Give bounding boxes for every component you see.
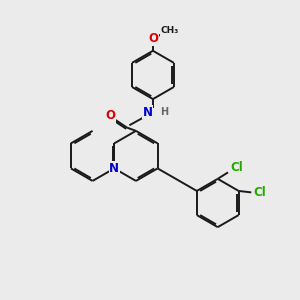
Text: O: O <box>106 109 116 122</box>
Text: O: O <box>148 32 158 46</box>
Text: N: N <box>142 106 153 119</box>
Text: Cl: Cl <box>254 186 266 199</box>
Text: CH₃: CH₃ <box>161 26 179 35</box>
Text: N: N <box>109 162 119 175</box>
Text: Cl: Cl <box>230 161 243 174</box>
Text: H: H <box>160 107 168 117</box>
